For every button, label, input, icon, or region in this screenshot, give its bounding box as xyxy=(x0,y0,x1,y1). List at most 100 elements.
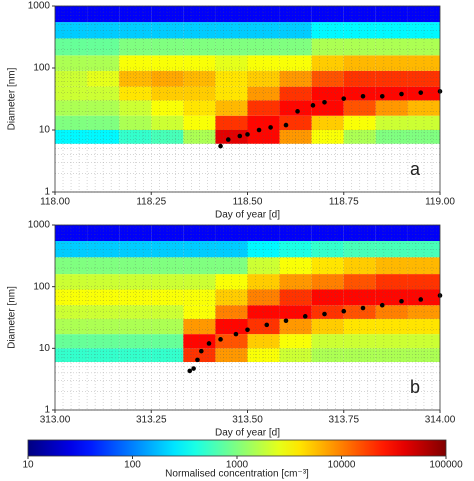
y-tick-label: 100 xyxy=(33,281,50,292)
heat-cell xyxy=(279,257,312,275)
growth-point xyxy=(218,143,223,149)
x-tick-label: 118.75 xyxy=(329,197,359,208)
heat-cell xyxy=(119,334,152,349)
heat-cell xyxy=(407,334,440,349)
colorbar-tick-label: 100000 xyxy=(429,460,463,471)
heat-cell xyxy=(87,38,120,56)
y-axis-label: Diameter [nm] xyxy=(7,67,18,130)
growth-point xyxy=(237,133,243,139)
growth-point xyxy=(245,327,250,333)
heat-cell xyxy=(247,257,280,275)
heat-cell xyxy=(119,257,152,275)
grid xyxy=(55,5,440,193)
x-tick-label: 313.00 xyxy=(40,415,71,426)
heat-cell xyxy=(55,130,88,144)
heat-cell xyxy=(343,334,376,349)
heat-cell xyxy=(119,130,152,144)
growth-point xyxy=(295,109,300,114)
x-tick-label: 118.00 xyxy=(40,197,70,208)
heat-cell xyxy=(407,257,440,275)
colorbar-tick-label: 100 xyxy=(124,460,141,471)
panel-label: b xyxy=(410,377,420,397)
heat-cell xyxy=(279,130,312,144)
heat-cell xyxy=(119,38,152,56)
y-tick-label: 10 xyxy=(39,343,51,354)
growth-point xyxy=(302,314,308,319)
heat-cell xyxy=(343,225,376,242)
heat-cell xyxy=(55,38,88,56)
growth-point xyxy=(310,103,316,108)
heat-cell xyxy=(151,257,184,275)
x-axis-label: Day of year [d] xyxy=(215,210,280,221)
growth-point xyxy=(322,311,327,317)
heat-cell xyxy=(375,334,408,349)
growth-point xyxy=(218,337,223,342)
heat-cell xyxy=(375,130,408,144)
growth-point xyxy=(283,122,289,128)
growth-point xyxy=(379,302,385,308)
heat-cell xyxy=(183,130,216,144)
heat-cell xyxy=(343,257,376,275)
heat-cell xyxy=(247,130,280,144)
growth-point xyxy=(206,341,212,346)
heat-cell xyxy=(407,130,440,144)
y-tick-label: 1000 xyxy=(28,1,51,12)
y-tick-label: 1 xyxy=(44,405,50,416)
growth-point xyxy=(195,357,200,363)
heat-cell xyxy=(279,348,312,363)
heat-cell xyxy=(375,348,408,363)
heat-cell xyxy=(119,6,152,23)
heat-cell xyxy=(279,334,312,349)
heat-cell xyxy=(151,334,184,349)
heat-cell xyxy=(151,130,184,144)
y-tick-label: 100 xyxy=(33,63,50,74)
heat-cell xyxy=(407,38,440,56)
growth-point xyxy=(360,305,366,311)
heat-cell xyxy=(375,38,408,56)
heat-cell xyxy=(87,334,120,349)
growth-point xyxy=(418,90,424,95)
x-tick-label: 314.00 xyxy=(425,415,456,426)
x-tick-label: 118.50 xyxy=(233,197,263,208)
colorbar-tick-label: 10 xyxy=(22,460,34,471)
growth-point xyxy=(360,93,366,99)
heat-cell xyxy=(343,348,376,363)
heat-cell xyxy=(311,38,344,56)
y-tick-label: 10 xyxy=(39,125,51,136)
heat-cell xyxy=(343,6,376,23)
heat-cell xyxy=(151,38,184,56)
growth-point xyxy=(256,127,262,133)
heat-cell xyxy=(311,130,344,144)
heat-cell xyxy=(311,257,344,275)
x-tick-label: 313.75 xyxy=(328,415,359,426)
growth-point xyxy=(264,322,270,328)
colorbar-label: Normalised concentration [cm⁻³] xyxy=(165,469,309,480)
heat-cell xyxy=(87,348,120,363)
growth-point xyxy=(341,96,347,101)
colorbar-tick-label: 10000 xyxy=(328,460,356,471)
heat-cell xyxy=(55,334,88,349)
heat-cell xyxy=(183,38,216,56)
growth-point xyxy=(245,132,250,137)
heat-cell xyxy=(247,334,280,349)
growth-point xyxy=(199,348,204,354)
colorbar xyxy=(27,439,447,457)
x-axis-label: Day of year [d] xyxy=(215,428,280,439)
growth-point xyxy=(341,308,347,314)
growth-point xyxy=(379,93,385,99)
heat-cell xyxy=(215,257,248,275)
heat-cell xyxy=(343,130,376,144)
x-tick-label: 313.50 xyxy=(232,415,263,426)
heat-cell xyxy=(215,334,248,349)
y-tick-label: 1000 xyxy=(28,220,51,231)
y-tick-label: 1 xyxy=(44,187,50,198)
heat-cell xyxy=(215,348,248,363)
heat-cell xyxy=(343,38,376,56)
heat-cell xyxy=(87,257,120,275)
heat-cell xyxy=(247,38,280,56)
growth-point xyxy=(191,366,196,371)
growth-point xyxy=(268,125,273,130)
panel-label: a xyxy=(410,159,421,179)
growth-point xyxy=(225,137,231,142)
